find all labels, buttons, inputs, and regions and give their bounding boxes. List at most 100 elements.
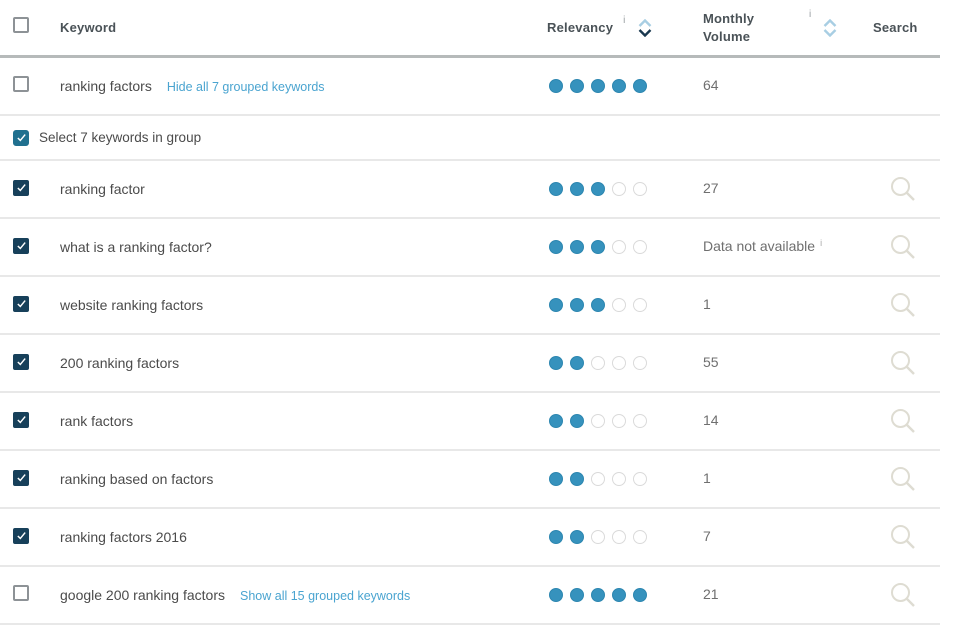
relevancy-info-icon[interactable]: i: [623, 15, 626, 26]
checkmark-icon: [16, 358, 26, 366]
select-all-checkbox[interactable]: [13, 17, 29, 33]
row-checkbox[interactable]: [13, 75, 29, 92]
keyword-text: ranking factors 2016: [60, 529, 187, 545]
relevancy-indicator: [547, 356, 703, 370]
volume-value: 21: [703, 586, 719, 602]
keyword-text: google 200 ranking factors: [60, 587, 225, 603]
grouped-keywords-link[interactable]: Show all 15 grouped keywords: [240, 589, 411, 603]
relevancy-dot: [549, 588, 563, 602]
relevancy-dot: [570, 414, 584, 428]
table-row: ranking factors Hide all 7 grouped keywo…: [0, 58, 940, 116]
search-action-icon[interactable]: [889, 407, 917, 435]
relevancy-dot: [591, 182, 605, 196]
table-row: what is a ranking factor? Data not avail…: [0, 219, 940, 277]
checkmark-icon: [16, 416, 26, 424]
row-checkbox[interactable]: [13, 353, 29, 370]
relevancy-dot: [612, 79, 626, 93]
table-row: 200 ranking factors 55: [0, 335, 940, 393]
keyword-text: rank factors: [60, 413, 134, 429]
group-select-row: Select 7 keywords in group: [0, 116, 940, 161]
relevancy-dot: [549, 472, 563, 486]
table-row: ranking based on factors 1: [0, 451, 940, 509]
relevancy-dot: [591, 356, 605, 370]
relevancy-dot: [570, 588, 584, 602]
relevancy-dot: [570, 240, 584, 254]
column-header-keyword: Keyword: [60, 20, 117, 35]
column-header-search: Search: [873, 20, 918, 35]
checkmark-icon: [16, 242, 26, 250]
search-action-icon[interactable]: [889, 581, 917, 609]
row-checkbox[interactable]: [13, 295, 29, 312]
row-checkbox[interactable]: [13, 237, 29, 254]
sort-monthly-volume-control[interactable]: [823, 18, 837, 37]
relevancy-indicator: [547, 182, 703, 196]
relevancy-dot: [591, 240, 605, 254]
keyword-text: what is a ranking factor?: [60, 239, 212, 255]
relevancy-indicator: [547, 472, 703, 486]
relevancy-indicator: [547, 298, 703, 312]
checkmark-icon: [16, 184, 26, 192]
table-row: ranking factor 27: [0, 161, 940, 219]
table-body: ranking factors Hide all 7 grouped keywo…: [0, 58, 940, 625]
search-action-icon[interactable]: [889, 175, 917, 203]
search-action-icon[interactable]: [889, 523, 917, 551]
relevancy-dot: [549, 414, 563, 428]
search-action-icon[interactable]: [889, 465, 917, 493]
monthly-volume-info-icon[interactable]: i: [809, 9, 812, 20]
volume-value: 1: [703, 470, 711, 486]
search-action-icon[interactable]: [889, 349, 917, 377]
relevancy-dot: [549, 79, 563, 93]
relevancy-dot: [612, 240, 626, 254]
group-select-checkbox[interactable]: [13, 129, 29, 146]
chevron-down-icon: [639, 28, 652, 37]
keyword-text: ranking based on factors: [60, 471, 214, 487]
chevron-up-icon: [639, 18, 652, 27]
relevancy-dot: [591, 472, 605, 486]
relevancy-dot: [591, 79, 605, 93]
checkmark-icon: [16, 474, 26, 482]
checkmark-icon: [16, 134, 26, 142]
row-checkbox[interactable]: [13, 584, 29, 601]
search-action-icon[interactable]: [889, 291, 917, 319]
keyword-text: 200 ranking factors: [60, 355, 180, 371]
search-action-icon[interactable]: [889, 233, 917, 261]
relevancy-dot: [612, 414, 626, 428]
relevancy-dot: [570, 298, 584, 312]
volume-value: 55: [703, 354, 719, 370]
volume-info-icon[interactable]: i: [820, 238, 823, 248]
relevancy-dot: [570, 182, 584, 196]
relevancy-indicator: [547, 240, 703, 254]
row-checkbox[interactable]: [13, 179, 29, 196]
checkmark-icon: [16, 300, 26, 308]
relevancy-dot: [570, 530, 584, 544]
relevancy-dot: [633, 530, 647, 544]
relevancy-dot: [633, 182, 647, 196]
row-checkbox[interactable]: [13, 411, 29, 428]
relevancy-dot: [633, 79, 647, 93]
relevancy-dot: [612, 298, 626, 312]
keyword-table: Keyword Relevancy i Monthly Volume i: [0, 0, 940, 625]
column-header-relevancy: Relevancy: [547, 20, 614, 35]
chevron-down-icon: [823, 28, 837, 37]
relevancy-dot: [591, 414, 605, 428]
relevancy-dot: [612, 182, 626, 196]
volume-value: Data not available: [703, 238, 816, 254]
volume-value: 7: [703, 528, 711, 544]
sort-relevancy-control[interactable]: [638, 18, 652, 37]
table-header-row: Keyword Relevancy i Monthly Volume i: [0, 0, 940, 58]
relevancy-dot: [612, 356, 626, 370]
grouped-keywords-link[interactable]: Hide all 7 grouped keywords: [166, 80, 325, 94]
relevancy-dot: [633, 414, 647, 428]
row-checkbox[interactable]: [13, 469, 29, 486]
volume-value: 14: [703, 412, 719, 428]
relevancy-dot: [549, 298, 563, 312]
row-checkbox[interactable]: [13, 527, 29, 544]
volume-value: 1: [703, 296, 711, 312]
relevancy-dot: [633, 240, 647, 254]
keyword-text: ranking factors: [60, 78, 152, 94]
relevancy-dot: [570, 79, 584, 93]
relevancy-dot: [633, 356, 647, 370]
keyword-text: ranking factor: [60, 181, 145, 197]
relevancy-dot: [591, 298, 605, 312]
relevancy-indicator: [547, 588, 703, 602]
